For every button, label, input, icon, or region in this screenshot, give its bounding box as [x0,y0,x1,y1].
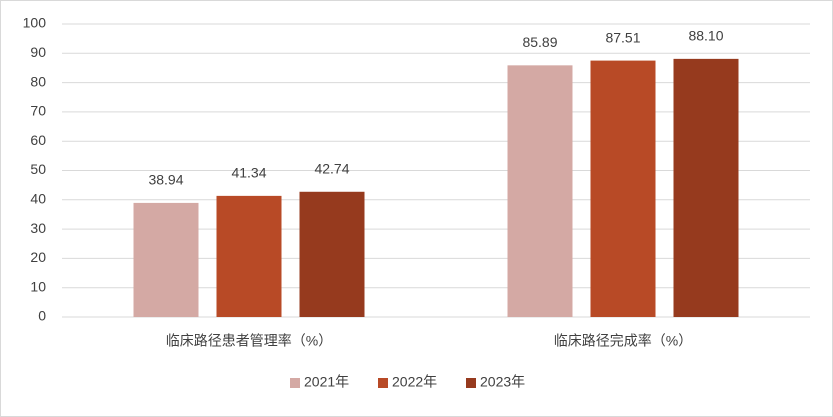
y-tick-label: 50 [30,161,46,177]
legend-swatch [290,378,300,388]
y-tick-label: 100 [23,15,47,31]
y-tick-label: 0 [38,308,46,324]
bar [673,58,739,317]
y-tick-label: 10 [30,278,46,294]
y-tick-label: 40 [30,191,46,207]
legend-label: 2022年 [392,374,437,390]
data-label: 42.74 [314,160,349,176]
y-tick-label: 60 [30,132,46,148]
data-label: 87.51 [605,29,640,45]
bar [216,195,282,317]
data-label: 38.94 [148,172,183,188]
y-tick-label: 70 [30,103,46,119]
y-tick-label: 90 [30,44,46,60]
bar [133,202,199,317]
y-tick-label: 20 [30,249,46,265]
legend-swatch [378,378,388,388]
data-label: 41.34 [231,165,266,181]
y-tick-label: 80 [30,73,46,89]
legend-swatch [466,378,476,388]
data-label: 85.89 [522,34,557,50]
y-tick-label: 30 [30,220,46,236]
bar [299,191,365,317]
bar [507,65,573,317]
legend-label: 2023年 [480,374,525,390]
x-tick-label: 临床路径患者管理率（%） [166,333,332,349]
data-label: 88.10 [688,28,723,44]
legend-label: 2021年 [304,374,349,390]
bar [590,60,656,317]
x-tick-label: 临床路径完成率（%） [554,333,692,349]
